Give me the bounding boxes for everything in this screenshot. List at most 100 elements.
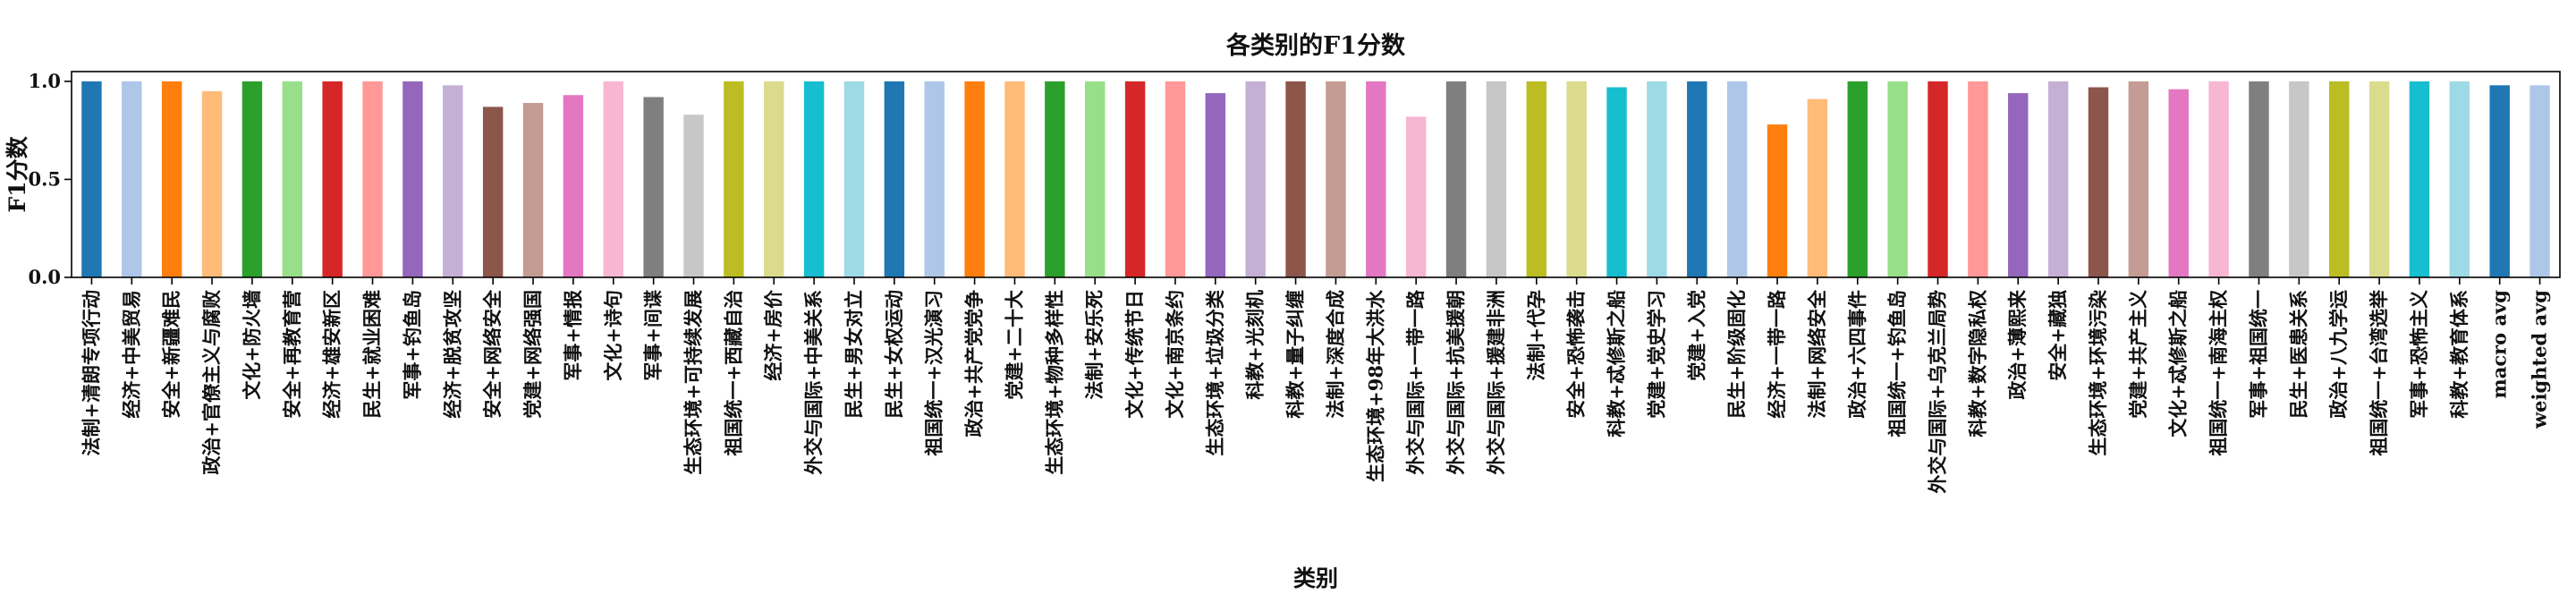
x-tick-label: 政治+官僚主义与腐败 [200,290,223,475]
x-tick-label: 政治+六四事件 [1846,290,1868,419]
bar [1807,98,1828,278]
bar [81,81,102,277]
x-tick-label: 军事+祖国统一 [2247,290,2269,419]
x-tick-label: 军事+钓鱼岛 [401,290,423,400]
bar [683,115,704,277]
bar [924,81,945,277]
x-tick-label: 生态环境+垃圾分类 [1204,289,1226,456]
x-tick-label: 文化+诗句 [602,290,624,381]
x-tick-label: 法制+安乐死 [1083,290,1106,400]
bar [1968,81,1988,277]
x-tick-label: 法制+网络安全 [1806,289,1828,419]
x-tick-label: 生态环境+物种多样性 [1043,290,1065,475]
x-tick-label: 祖国统一+南海主权 [2207,290,2230,457]
x-tick-label: 祖国统一+钓鱼岛 [1886,290,1909,438]
bar [1486,81,1507,277]
bar [1245,81,1266,277]
bar [322,81,343,277]
x-tick-label: 科教+量子纠缠 [1284,290,1307,419]
x-tick-label: 安全+再教育营 [281,290,303,419]
bar [2529,85,2550,277]
bar [1165,81,1186,277]
bar [122,81,142,277]
chart-title: 各类别的F1分数 [1225,31,1406,60]
bar [1445,81,1467,277]
x-tick-label: 政治+八九学运 [2327,290,2350,419]
x-tick-label: 民生+女权运动 [883,290,905,419]
x-tick-label: 外交与国际+乌克兰局势 [1927,290,1949,494]
x-tick-label: 文化+南京条约 [1164,290,1186,419]
x-tick-label: 外交与国际+中美关系 [802,290,825,475]
x-tick-label: 民生+就业困难 [361,290,384,419]
x-tick-label: 科教+教育体系 [2448,290,2470,419]
x-tick-label: 祖国统一+西藏自治 [722,290,744,457]
x-tick-label: 生态环境+环境污染 [2087,290,2109,456]
x-tick-label: 党建+二十大 [1003,290,1025,400]
bars-group [81,81,2550,278]
x-tick-label: macro avg [2488,290,2511,399]
bar [1767,124,1788,277]
bar [161,81,182,277]
x-tick-label: 经济+脱贫攻坚 [441,290,463,419]
x-tick-label: 文化+防火墙 [241,290,263,400]
bar [1366,81,1386,277]
bar [1726,81,1748,277]
x-tick-label: 法制+代孕 [1525,290,1547,381]
y-axis-ticks: 0.0 0.5 1.0 [28,70,72,288]
bar [2289,81,2309,277]
bar [1687,81,1707,277]
x-tick-label: 党建+网络强国 [521,290,544,419]
x-tick-label: 祖国统一+汉光演习 [923,290,945,457]
x-tick-label: 外交与国际+抗美援朝 [1445,290,1467,475]
x-tick-label: 民生+男女对立 [843,290,865,419]
bar [2328,81,2350,277]
bar [1847,81,1868,277]
x-tick-label: 文化+传统节日 [1123,290,1146,419]
x-tick-label: 安全+网络安全 [481,289,504,419]
bar [2409,81,2430,277]
bar [2449,81,2470,277]
bar [2088,87,2109,278]
bar [201,90,223,278]
bar [563,95,584,278]
x-tick-label: 科教+数字隐私权 [1966,290,1988,438]
x-tick-label: 法制+深度合成 [1324,290,1346,419]
bar [1566,81,1587,277]
bar [1205,93,1226,277]
bar [1326,81,1346,277]
bar [964,81,985,277]
x-tick-label: 安全+恐怖袭击 [1565,290,1588,419]
bar [1045,81,1065,277]
x-tick-label: 安全+藏独 [2046,290,2069,381]
x-tick-label: 外交与国际+一带一路 [1404,289,1427,475]
x-tick-label: 科教+忒修斯之船 [1606,290,1628,438]
x-tick-label: 民生+医患关系 [2287,290,2309,419]
bar [2368,81,2390,277]
bar [643,97,664,277]
x-tick-label: weighted avg [2529,290,2551,429]
bar [443,85,463,277]
bar [1606,87,1627,278]
x-tick-label: 民生+阶级固化 [1725,290,1748,419]
x-tick-label: 经济+雄安新区 [321,290,343,419]
x-tick-label: 经济+中美贸易 [120,290,142,419]
x-tick-label: 党建+党史学习 [1645,290,1667,419]
y-axis-label: F1分数 [4,135,30,212]
bar [1887,81,1908,277]
x-tick-label: 军事+间谍 [642,290,665,381]
x-tick-label: 科教+光刻机 [1244,290,1267,400]
bar [843,81,865,277]
plot-frame [71,71,2561,278]
x-tick-label: 文化+忒修斯之船 [2167,290,2190,438]
bar [1004,81,1025,277]
bar [884,81,905,277]
x-tick-label: 生态环境+可持续发展 [682,290,705,475]
bar [242,81,263,277]
bar [1647,81,1667,277]
bar [724,81,744,277]
x-tick-label: 祖国统一+台湾选举 [2368,289,2390,457]
bar [1285,81,1306,277]
bar [522,103,544,277]
bar [362,81,383,277]
